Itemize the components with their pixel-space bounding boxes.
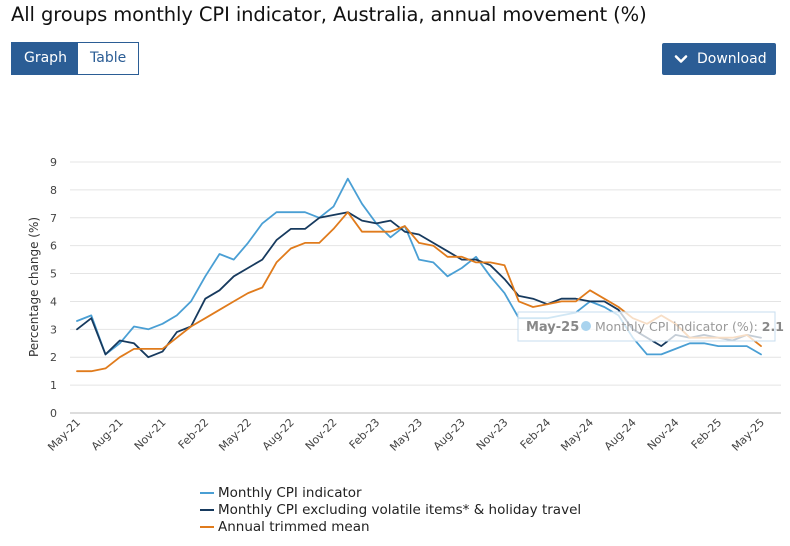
- x-tick-label: May-21: [45, 416, 83, 454]
- y-axis-title: Percentage change (%): [27, 217, 41, 357]
- x-tick-label: Nov-22: [303, 416, 340, 453]
- x-tick-label: Feb-24: [518, 416, 554, 452]
- y-tick-label: 6: [50, 240, 57, 253]
- y-tick-label: 5: [50, 268, 57, 281]
- tab-table[interactable]: Table: [78, 43, 138, 74]
- x-tick-label: May-22: [216, 416, 254, 454]
- y-tick-label: 4: [50, 295, 57, 308]
- x-tick-label: Feb-23: [347, 416, 383, 452]
- tooltip-series-dot: [581, 321, 591, 331]
- legend-swatch-trimmed-mean: [200, 525, 214, 528]
- y-tick-label: 3: [50, 323, 57, 336]
- chevron-down-icon: [674, 55, 688, 63]
- x-tick-label: Aug-22: [260, 416, 297, 453]
- legend-label: Annual trimmed mean: [218, 518, 370, 535]
- legend-label: Monthly CPI excluding volatile items* & …: [218, 501, 582, 518]
- x-tick-label: Nov-23: [474, 416, 511, 453]
- y-tick-label: 1: [50, 379, 57, 392]
- x-tick-label: Aug-21: [89, 416, 126, 453]
- legend-item[interactable]: Annual trimmed mean: [200, 518, 581, 535]
- legend-item[interactable]: Monthly CPI indicator: [200, 484, 581, 501]
- x-tick-label: Feb-25: [689, 416, 725, 452]
- series-line-0: [76, 177, 762, 356]
- y-tick-label: 9: [50, 156, 57, 169]
- chart-tooltip: May-25 Monthly CPI indicator (%): 2.1: [517, 311, 784, 342]
- tab-graph[interactable]: Graph: [12, 43, 78, 74]
- legend-label: Monthly CPI indicator: [218, 484, 362, 501]
- x-tick-label: Aug-23: [431, 416, 468, 453]
- tooltip-value: 2.1: [762, 319, 784, 334]
- x-tick-label: Feb-22: [176, 416, 212, 452]
- x-tick-label: May-23: [387, 416, 425, 454]
- legend-swatch-cpi: [200, 491, 214, 494]
- download-label: Download: [697, 51, 767, 67]
- x-tick-label: Aug-24: [602, 416, 639, 453]
- tooltip-box: [517, 311, 776, 342]
- legend-swatch-cpi-ex-volatile: [200, 508, 214, 511]
- x-tick-label: Nov-21: [132, 416, 169, 453]
- y-tick-label: 2: [50, 351, 57, 364]
- y-tick-label: 8: [50, 184, 57, 197]
- x-tick-label: Nov-24: [645, 416, 682, 453]
- x-tick-label: May-24: [558, 416, 596, 454]
- y-tick-label: 7: [50, 212, 57, 225]
- legend-item[interactable]: Monthly CPI excluding volatile items* & …: [200, 501, 581, 518]
- download-button[interactable]: Download: [662, 43, 776, 75]
- page-title: All groups monthly CPI indicator, Austra…: [11, 3, 647, 26]
- chart-legend: Monthly CPI indicator Monthly CPI exclud…: [200, 484, 581, 535]
- tooltip-series: Monthly CPI indicator (%): 2.1: [595, 319, 784, 334]
- tooltip-date: May-25: [526, 320, 579, 335]
- x-tick-label: May-25: [729, 416, 767, 454]
- view-toggle: Graph Table: [11, 42, 139, 75]
- y-tick-label: 0: [50, 407, 57, 420]
- series-line-2: [76, 211, 762, 373]
